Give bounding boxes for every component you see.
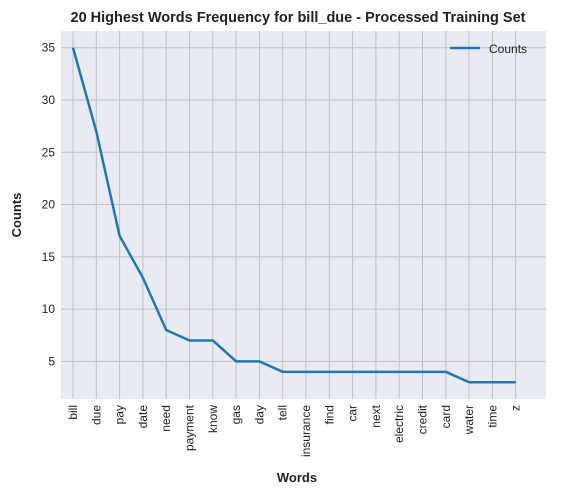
x-tick-label: know xyxy=(206,405,220,433)
y-tick-label: 15 xyxy=(42,250,56,264)
x-axis-label: Words xyxy=(277,470,317,485)
y-tick-label: 5 xyxy=(48,354,55,368)
x-tick-label: payment xyxy=(183,404,197,451)
x-tick-label: card xyxy=(439,405,453,428)
x-tick-label: car xyxy=(346,405,360,422)
x-tick-label: tell xyxy=(276,405,290,420)
legend-label: Counts xyxy=(489,42,527,56)
x-tick-label: due xyxy=(89,405,103,425)
grid-lines xyxy=(61,31,546,399)
x-tick-label: electric xyxy=(392,405,406,443)
x-tick-label: insurance xyxy=(299,405,313,457)
x-axis-ticks: bill due pay date need payment know gas day tell i… xyxy=(66,404,523,457)
x-tick-label: date xyxy=(136,405,150,429)
x-tick-label: bill xyxy=(66,405,80,420)
x-tick-label: next xyxy=(369,404,383,427)
y-tick-label: 25 xyxy=(42,145,56,159)
chart-title: 20 Highest Words Frequency for bill_due … xyxy=(71,10,526,26)
y-axis-label: Counts xyxy=(9,193,24,238)
x-tick-label: credit xyxy=(416,404,430,434)
x-tick-label: day xyxy=(252,405,266,424)
series-line-counts xyxy=(71,47,516,384)
y-tick-label: 10 xyxy=(42,302,56,316)
x-tick-label: water xyxy=(462,405,476,435)
x-tick-label: find xyxy=(322,405,336,424)
y-axis-ticks: 5 10 15 20 25 30 35 xyxy=(42,41,56,369)
x-tick-label: pay xyxy=(113,405,127,424)
x-tick-label: gas xyxy=(229,405,243,424)
x-tick-label: need xyxy=(159,405,173,432)
y-tick-label: 20 xyxy=(42,198,56,212)
y-tick-label: 35 xyxy=(42,41,56,55)
x-tick-label: z xyxy=(509,405,523,411)
x-tick-label: time xyxy=(485,405,499,428)
y-tick-label: 30 xyxy=(42,93,56,107)
plot-area xyxy=(61,31,546,399)
legend: Counts xyxy=(450,42,527,56)
